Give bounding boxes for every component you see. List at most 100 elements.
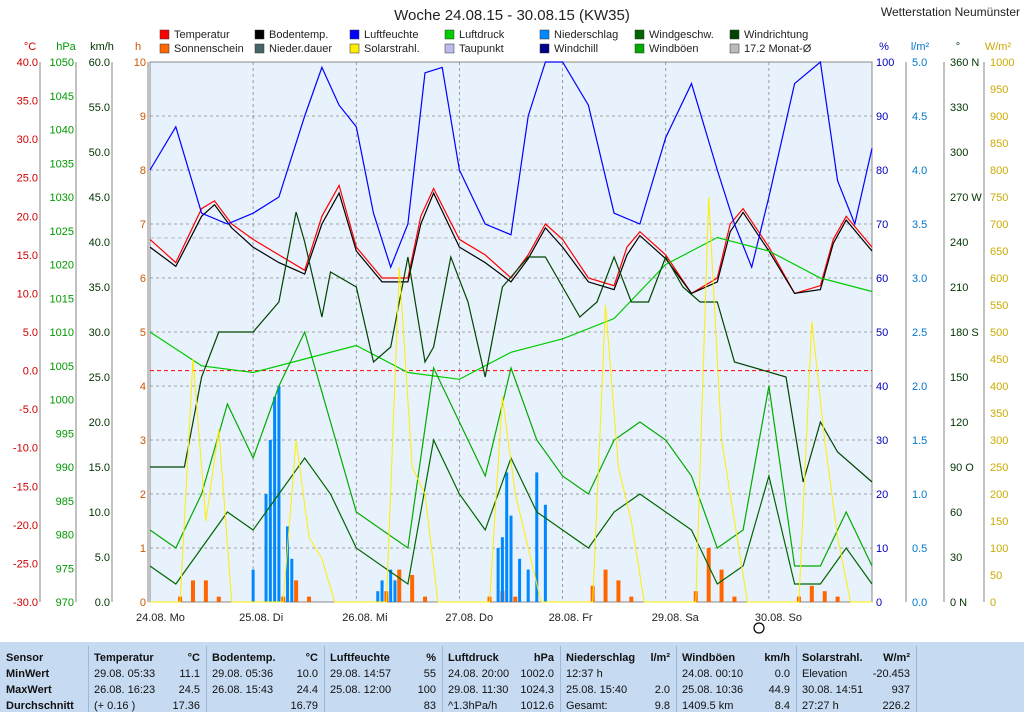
axis-tick-label: 990: [56, 462, 74, 474]
legend-label: Niederschlag: [554, 29, 618, 41]
axis-tick-label: -15.0: [13, 481, 38, 493]
axis-tick-label: 90: [876, 111, 888, 123]
axis-tick-label: -5.0: [19, 404, 38, 416]
axis-tick-label: 4.5: [912, 111, 927, 123]
x-tick-label: 26.08. Mi: [342, 612, 387, 624]
series-line: [149, 330, 873, 567]
series-line: [149, 236, 873, 380]
bar-sonnenschein: [616, 580, 621, 602]
bar-niederschlag: [500, 537, 504, 602]
axis-tick-label: 3.5: [912, 219, 927, 231]
table-cell: 25.08. 15:40 2.0: [566, 684, 670, 696]
legend-swatch: [729, 29, 740, 40]
axis-tick-label: 10.0: [89, 507, 110, 519]
axis-tick-label: 1015: [50, 293, 74, 305]
axis-tick-label: 20: [876, 489, 888, 501]
axis-tick-label: 0.0: [912, 597, 927, 609]
table-cell: 29.08. 11:30 1024.3: [448, 684, 554, 696]
axis-tick-label: 800: [990, 165, 1008, 177]
axis-unit: l/m²: [911, 41, 930, 53]
axis-tick-label: 250: [990, 462, 1008, 474]
legend-swatch: [634, 29, 645, 40]
axis-tick-label: 995: [56, 428, 74, 440]
bar-sonnenschein: [190, 580, 195, 602]
table-cell: 24.08. 20:00 1002.0: [448, 668, 554, 680]
axis-tick-label: 750: [990, 192, 1008, 204]
legend-swatch: [159, 29, 170, 40]
legend-label: Sonnenschein: [174, 43, 244, 55]
axis-tick-label: 0 N: [950, 597, 967, 609]
table-cell: 29.08. 14:57 55: [330, 668, 436, 680]
bar-sonnenschein: [513, 596, 518, 602]
bar-niederschlag: [526, 569, 530, 602]
legend-label: Nieder.dauer: [269, 43, 332, 55]
table-cell: 16.79: [290, 700, 318, 712]
series-line: [150, 211, 873, 483]
bar-sonnenschein: [216, 596, 221, 602]
table-cell: 26.08. 16:23 24.5: [94, 684, 200, 696]
axis-tick-label: 1.0: [912, 489, 927, 501]
axis-tick-label: 650: [990, 246, 1008, 258]
bar-sonnenschein: [822, 591, 827, 602]
weather-chart: Woche 24.08.15 - 30.08.15 (KW35) Wetters…: [12, 5, 1021, 634]
bar-niederschlag: [535, 472, 539, 602]
axis-tick-label: 5.0: [23, 327, 38, 339]
axis-tick-label: 4: [140, 381, 146, 393]
legend-label: 17.2 Monat-Ø: [744, 43, 812, 55]
axis-tick-label: 40.0: [89, 237, 110, 249]
legend-label: Windböen: [649, 43, 699, 55]
bar-sonnenschein: [809, 585, 814, 602]
legend-swatch: [349, 29, 360, 40]
bar-niederschlag: [496, 548, 500, 602]
axis-tick-label: 1025: [50, 226, 74, 238]
axis-tick-label: 60: [876, 273, 888, 285]
legend-label: Windgeschw.: [649, 29, 714, 41]
table-cell: Elevation -20.453: [802, 668, 910, 680]
legend-label: Luftfeuchte: [364, 29, 418, 41]
axis-tick-label: -10.0: [13, 443, 38, 455]
axis-tick-label: 0: [876, 597, 882, 609]
table-cell: 25.08. 10:36 44.9: [682, 684, 790, 696]
axis-tick-label: 180 S: [950, 327, 979, 339]
axis-tick-label: 35.0: [17, 96, 38, 108]
axis-tick-label: 20.0: [17, 211, 38, 223]
axis-tick-label: 1010: [50, 327, 74, 339]
axis-tick-label: 120: [950, 417, 968, 429]
axis-tick-label: 25.0: [17, 173, 38, 185]
bar-niederschlag: [393, 580, 397, 602]
axis-tick-label: 10.0: [17, 288, 38, 300]
table-cell: Gesamt: 9.8: [566, 700, 670, 712]
axis-tick-label: 400: [990, 381, 1008, 393]
table-cell: 12:37 h: [566, 668, 603, 680]
axis-tick-label: 0.5: [912, 543, 927, 555]
table-cell: 83: [423, 700, 436, 712]
axis-tick-label: 550: [990, 300, 1008, 312]
axis-tick-label: 4.0: [912, 165, 927, 177]
axis-tick-label: 1035: [50, 158, 74, 170]
legend-swatch: [444, 29, 455, 40]
axis-tick-label: 0.0: [23, 366, 38, 378]
legend-label: Solarstrahl.: [364, 43, 420, 55]
axis-tick-label: 1040: [50, 125, 74, 137]
axis-tick-label: 50: [876, 327, 888, 339]
axis-tick-label: 10: [134, 57, 146, 69]
legend-label: Windchill: [554, 43, 598, 55]
table-col: Luftfeuchte% 29.08. 14:57 55 25.08. 12:00 10…: [324, 646, 443, 712]
axis-tick-label: 40: [876, 381, 888, 393]
stats-table: Sensor MinWert MaxWert Durchschnitt Temperat…: [0, 642, 1024, 712]
axis-tick-label: 1020: [50, 260, 74, 272]
table-header: Bodentemp. °C: [212, 652, 318, 664]
table-cell: 27:27 h 226.2: [802, 700, 910, 712]
legend-swatch: [539, 29, 550, 40]
table-row-label: MinWert: [6, 668, 50, 680]
bar-sonnenschein: [719, 569, 724, 602]
table-header: Windböen km/h: [682, 652, 790, 664]
axis-tick-label: 30: [950, 552, 962, 564]
axis-tick-label: 350: [990, 408, 1008, 420]
axis-tick-label: 80: [876, 165, 888, 177]
axis-tick-label: 20.0: [89, 417, 110, 429]
axis-tick-label: 60.0: [89, 57, 110, 69]
axis-tick-label: 3.0: [912, 273, 927, 285]
table-header: Luftfeuchte%: [330, 652, 436, 664]
table-row-label: MaxWert: [6, 684, 52, 696]
